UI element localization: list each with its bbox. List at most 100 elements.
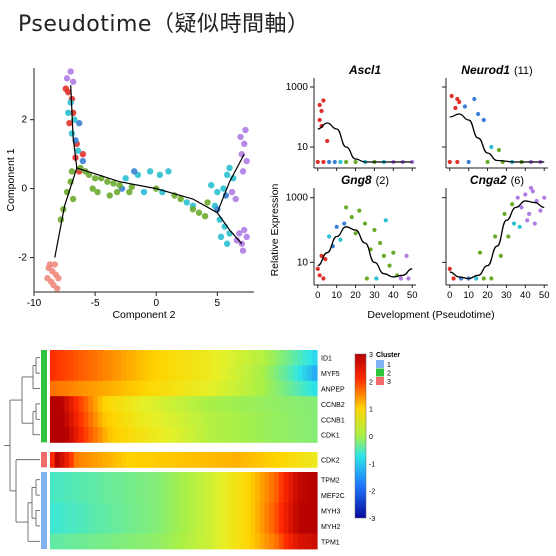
heatmap-cell: [193, 518, 199, 534]
heatmap-cell: [288, 427, 294, 443]
heatmap-cell: [83, 472, 89, 488]
expression-point: [515, 195, 520, 200]
heatmap-cell: [221, 350, 228, 366]
gene-row-label: CDK2: [321, 458, 340, 465]
cell-point: [62, 85, 69, 92]
heatmap-cell: [240, 533, 247, 550]
heatmap-cell: [164, 472, 170, 488]
heatmap-cell: [212, 396, 218, 412]
heatmap-cell: [73, 533, 80, 550]
cell-point: [241, 226, 248, 234]
expression-point: [451, 276, 456, 281]
heatmap-cell: [111, 380, 118, 397]
heatmap-cell: [150, 427, 156, 443]
heatmap-cell: [92, 472, 99, 488]
heatmap-cell: [216, 487, 223, 504]
heatmap-cell: [307, 411, 313, 428]
heatmap-cell: [216, 502, 223, 519]
heatmap-cell: [259, 396, 266, 412]
heatmap-cell: [221, 380, 228, 397]
heatmap-cell: [92, 533, 99, 550]
heatmap-cell: [274, 533, 280, 550]
heatmap-cell: [69, 472, 75, 488]
heatmap-cell: [173, 518, 180, 534]
heatmap-cell: [73, 427, 80, 443]
heatmap-cell: [183, 350, 189, 366]
heatmap-cell: [183, 427, 189, 443]
heatmap-cell: [131, 518, 137, 534]
expression-point: [525, 218, 530, 223]
heatmap-cell: [188, 427, 194, 443]
heatmap-cell: [150, 452, 156, 468]
heatmap-cell: [116, 411, 123, 428]
heatmap-block-cluster-3: CDK2: [41, 452, 340, 468]
heatmap-cell: [274, 472, 280, 488]
heatmap-cell: [102, 396, 108, 412]
heatmap-cell: [278, 396, 285, 412]
heatmap-cell: [297, 487, 304, 504]
heatmap-cell: [235, 380, 242, 397]
gene-row-label: MEF2C: [321, 493, 345, 500]
heatmap-cell: [245, 427, 251, 443]
heatmap-cell: [59, 452, 65, 468]
heatmap-cell: [235, 472, 242, 488]
heatmap-cell: [240, 472, 247, 488]
heatmap-row-tpm1: TPM1: [50, 533, 340, 550]
heatmap-row-cdk1: CDK1: [50, 427, 340, 443]
cell-point: [189, 206, 197, 213]
heatmap-cell: [283, 502, 289, 519]
heatmap-cell: [140, 380, 146, 397]
heatmap-cell: [116, 365, 123, 382]
expression-point: [532, 221, 537, 226]
heatmap-cell: [183, 502, 189, 519]
heatmap-cell: [169, 396, 175, 412]
cell-point: [228, 188, 236, 196]
expression-point: [519, 205, 524, 210]
heatmap-cell: [216, 411, 223, 428]
y-tick-label: -2: [18, 253, 27, 264]
heatmap-cell: [126, 518, 132, 534]
heatmap-cell: [88, 487, 94, 504]
heatmap-cell: [150, 350, 156, 366]
heatmap-cell: [283, 487, 289, 504]
heatmap-cell: [302, 472, 309, 488]
legend-swatch: [376, 377, 384, 385]
heatmap-cell: [150, 396, 156, 412]
heatmap-cell: [216, 452, 223, 468]
heatmap-cell: [302, 411, 309, 428]
heatmap-cell: [159, 533, 166, 550]
heatmap-cell: [140, 533, 146, 550]
heatmap-cell: [278, 380, 285, 397]
heatmap-cell: [307, 452, 313, 468]
heatmap-cell: [111, 533, 118, 550]
heatmap-cell: [312, 365, 318, 382]
heatmap-cell: [259, 502, 266, 519]
heatmap-cell: [169, 380, 175, 397]
heatmap-cell: [202, 380, 208, 397]
expression-point: [342, 221, 347, 226]
heatmap-cell: [131, 502, 137, 519]
heatmap-cell: [231, 365, 237, 382]
heatmap-cell: [69, 427, 75, 443]
heatmap-cell: [102, 411, 108, 428]
heatmap-cell: [140, 350, 146, 366]
heatmap-cell: [135, 452, 142, 468]
heatmap-cell: [264, 350, 270, 366]
heatmap-cell: [293, 396, 299, 412]
heatmap-cell: [140, 487, 146, 504]
heatmap-cell: [255, 502, 261, 519]
heatmap-cell: [226, 502, 232, 519]
heatmap-cell: [116, 533, 123, 550]
trajectory-branch: [76, 167, 218, 214]
heatmap-cell: [193, 380, 199, 397]
heatmap-cell: [78, 472, 84, 488]
heatmap-cell: [107, 350, 113, 366]
heatmap-cell: [102, 533, 108, 550]
heatmap-cell: [202, 518, 208, 534]
heatmap-cell: [159, 411, 166, 428]
expression-point: [344, 159, 349, 165]
heatmap-cell: [111, 396, 118, 412]
heatmap-cell: [154, 502, 161, 519]
heatmap-cell: [212, 365, 218, 382]
heatmap-cell: [197, 452, 204, 468]
